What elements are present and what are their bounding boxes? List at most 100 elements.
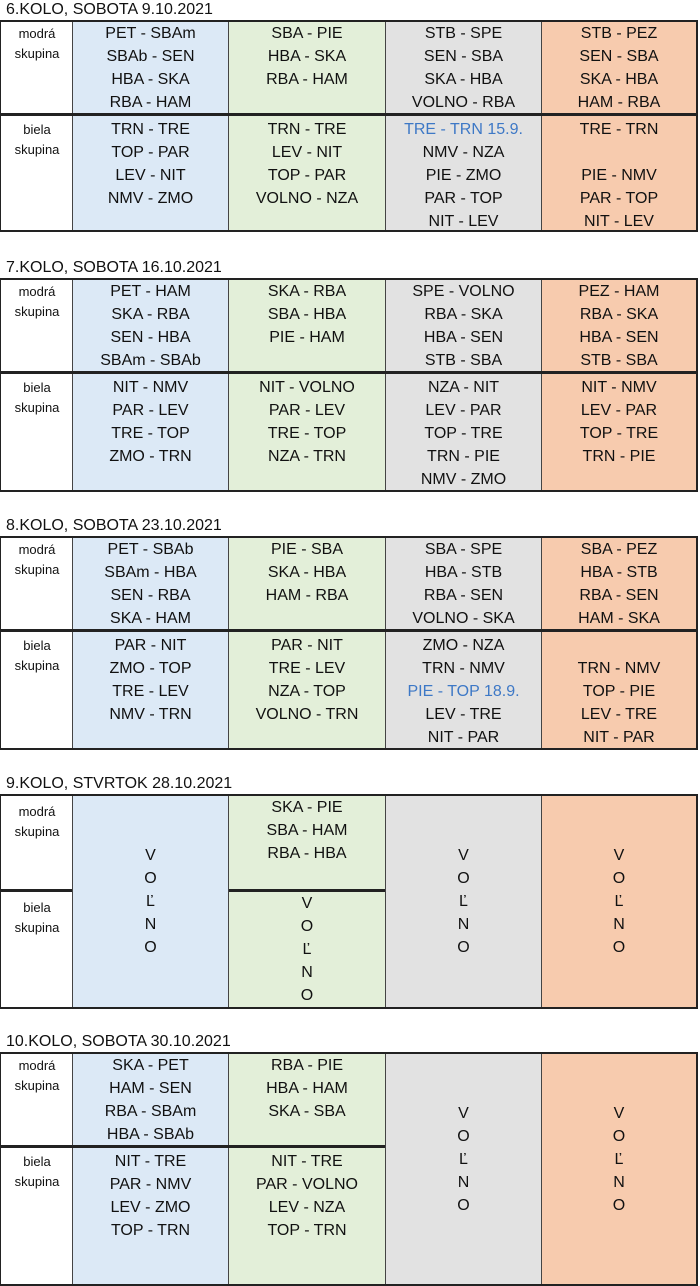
- group-divider: [0, 1145, 385, 1148]
- blue-group-label: modrá skupina: [14, 542, 60, 577]
- match: TOP - TRE: [424, 425, 503, 442]
- match: SKA - PIE: [271, 799, 343, 816]
- column-4: V O Ľ N O: [542, 1054, 696, 1284]
- match: ZMO - NZA: [422, 637, 505, 654]
- match: NMV - ZMO: [107, 190, 194, 207]
- match: TRE - LEV: [268, 660, 346, 677]
- match: NIT - TRE: [271, 1153, 343, 1170]
- match: VOLNO - RBA: [411, 94, 516, 111]
- match: NIT - PAR: [427, 729, 500, 746]
- match: SEN - RBA: [110, 587, 191, 604]
- match: TOP - PAR: [111, 144, 190, 161]
- match: TRN - PIE: [427, 448, 500, 465]
- volno-vertical: V O Ľ N O: [612, 847, 626, 956]
- match: [542, 141, 696, 164]
- match: ZMO - TOP: [109, 660, 192, 677]
- match: LEV - PAR: [580, 402, 658, 419]
- match: NIT - LEV: [428, 213, 499, 230]
- white-group-label: biela skupina: [14, 900, 60, 935]
- blue-group-matches: PET - HAM SKA - RBA SEN - HBA SBAm - SBA…: [73, 280, 228, 372]
- white-group-matches: NIT - TRE PAR - NMV LEV - ZMO TOP - TRN: [73, 1150, 228, 1242]
- match: LEV - PAR: [425, 402, 502, 419]
- match: PAR - TOP: [579, 190, 659, 207]
- match: RBA - HAM: [109, 94, 192, 111]
- column-2: SKA - RBA SBA - HBA PIE - HAM NIT - VOLN…: [229, 280, 386, 490]
- match: ZMO - TRN: [109, 448, 192, 465]
- match: TRE - LEV: [112, 683, 189, 700]
- match: PAR - LEV: [268, 402, 346, 419]
- match: PIE - NMV: [581, 167, 657, 184]
- match: PAR - NMV: [109, 1176, 192, 1193]
- match: SKA - HAM: [110, 610, 191, 627]
- round-table: modrá skupina biela skupina PET - SBAm S…: [0, 20, 698, 232]
- match: TOP - PAR: [267, 167, 347, 184]
- blue-group-matches: SPE - VOLNO RBA - SKA HBA - SEN STB - SB…: [386, 280, 541, 372]
- match: PAR - LEV: [112, 402, 189, 419]
- match: NZA - TOP: [268, 683, 346, 700]
- match: SPE - VOLNO: [412, 283, 515, 300]
- column-2: PIE - SBA SKA - HBA HAM - RBA PAR - NIT …: [229, 538, 386, 748]
- group-divider: [0, 889, 72, 892]
- match: TRN - TRE: [111, 121, 190, 138]
- match: NMV - TRN: [109, 706, 192, 723]
- match: SKA - PET: [112, 1057, 189, 1074]
- white-group-matches: NIT - TRE PAR - VOLNO LEV - NZA TOP - TR…: [229, 1150, 385, 1242]
- match: TRE - TRN: [579, 121, 659, 138]
- match: SEN - SBA: [579, 48, 659, 65]
- white-group-matches: TRE - TRN 15.9. NMV - NZA PIE - ZMO PAR …: [386, 118, 541, 233]
- white-group-matches: NIT - VOLNO PAR - LEV TRE - TOP NZA - TR…: [229, 376, 385, 468]
- match: HAM - SEN: [109, 1080, 192, 1097]
- white-group-matches: NZA - NIT LEV - PAR TOP - TRE TRN - PIE …: [386, 376, 541, 491]
- blue-group-matches: STB - SPE SEN - SBA SKA - HBA VOLNO - RB…: [386, 22, 541, 114]
- white-group-matches: TRE - TRN PIE - NMV PAR - TOP NIT - LEV: [542, 118, 696, 233]
- column-3: SBA - SPE HBA - STB RBA - SEN VOLNO - SK…: [386, 538, 542, 748]
- match: NMV - ZMO: [420, 471, 507, 488]
- match: SBA - PEZ: [580, 541, 658, 558]
- match: SEN - SBA: [423, 48, 504, 65]
- volno-vertical: V O Ľ N O: [144, 847, 157, 956]
- group-labels: modrá skupina biela skupina: [1, 538, 73, 748]
- round-title: 8.KOLO, SOBOTA 23.10.2021: [6, 517, 222, 534]
- white-group-matches: TRN - TRE TOP - PAR LEV - NIT NMV - ZMO: [73, 118, 228, 210]
- group-divider: [0, 371, 698, 374]
- blue-group-matches: PET - SBAb SBAm - HBA SEN - RBA SKA - HA…: [73, 538, 228, 630]
- white-group-matches: TRN - TRE LEV - NIT TOP - PAR VOLNO - NZ…: [229, 118, 385, 210]
- column-4: STB - PEZ SEN - SBA SKA - HBA HAM - RBA …: [542, 22, 696, 230]
- match: NIT - TRE: [114, 1153, 187, 1170]
- blue-group-matches: SBA - PIE HBA - SKA RBA - HAM: [229, 22, 385, 114]
- match: SBA - SPE: [424, 541, 503, 558]
- blue-group-label: modrá skupina: [14, 804, 60, 839]
- match: STB - PEZ: [580, 25, 658, 42]
- volno-vertical: V O Ľ N O: [612, 1105, 626, 1214]
- white-group-label: biela skupina: [14, 380, 60, 415]
- blue-group-label: modrá skupina: [14, 1058, 60, 1093]
- match: NZA - TRN: [268, 448, 346, 465]
- blue-group-matches: SKA - PET HAM - SEN RBA - SBAm HBA - SBA…: [73, 1054, 228, 1146]
- match: SBA - HAM: [266, 822, 348, 839]
- match: SKA - SBA: [268, 1103, 346, 1120]
- match: [542, 634, 696, 657]
- volno-vertical: V O Ľ N O: [457, 1105, 470, 1214]
- group-labels: modrá skupina biela skupina: [1, 1054, 73, 1284]
- column-4: V O Ľ N O: [542, 796, 696, 1007]
- match: TOP - TRE: [579, 425, 659, 442]
- column-3: STB - SPE SEN - SBA SKA - HBA VOLNO - RB…: [386, 22, 542, 230]
- column-1: SKA - PET HAM - SEN RBA - SBAm HBA - SBA…: [73, 1054, 229, 1284]
- blue-group-matches: SKA - PIE SBA - HAM RBA - HBA: [229, 796, 385, 865]
- match: SEN - HBA: [110, 329, 191, 346]
- blue-group-matches: SBA - PEZ HBA - STB RBA - SEN HAM - SKA: [542, 538, 696, 630]
- blue-group-matches: PEZ - HAM RBA - SKA HBA - SEN STB - SBA: [542, 280, 696, 372]
- match: PIE - HAM: [269, 329, 345, 346]
- match: TOP - TRN: [267, 1222, 347, 1239]
- volno-vertical: V O Ľ N O: [300, 895, 314, 1004]
- group-divider: [0, 113, 698, 116]
- blue-group-matches: PET - SBAm SBAb - SEN HBA - SKA RBA - HA…: [73, 22, 228, 114]
- match: SBA - HBA: [267, 306, 347, 323]
- match: [229, 1123, 385, 1146]
- match: PAR - TOP: [424, 190, 503, 207]
- group-labels: modrá skupina biela skupina: [1, 796, 73, 1007]
- match: VOLNO - NZA: [255, 190, 359, 207]
- match: HAM - SKA: [578, 610, 660, 627]
- group-divider: [229, 889, 385, 892]
- match: LEV - ZMO: [110, 1199, 191, 1216]
